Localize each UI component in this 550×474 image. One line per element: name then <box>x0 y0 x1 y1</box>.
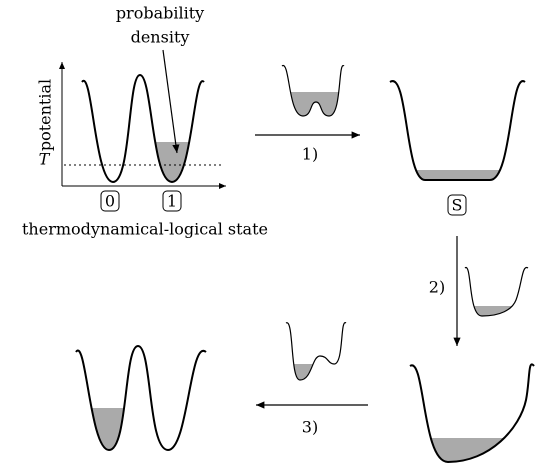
step-label: 1) <box>302 145 318 164</box>
annotation: probability <box>116 4 204 23</box>
step-3 <box>255 322 368 409</box>
state-label: 1 <box>167 192 177 211</box>
double-well-final <box>75 344 207 452</box>
state-label: 0 <box>105 192 115 211</box>
step-2 <box>453 236 529 346</box>
merged-well <box>389 80 526 216</box>
step-label: 3) <box>302 418 318 437</box>
merged-state-label: S <box>452 196 463 215</box>
double-well <box>59 49 226 212</box>
step-1 <box>255 65 360 139</box>
x-axis-label: thermodynamical-logical state <box>22 220 268 239</box>
tilted-well <box>409 363 535 464</box>
annotation: density <box>131 28 190 47</box>
y-axis-label: potential <box>36 79 55 151</box>
step-label: 2) <box>429 278 445 297</box>
temperature-label: T <box>39 150 51 169</box>
